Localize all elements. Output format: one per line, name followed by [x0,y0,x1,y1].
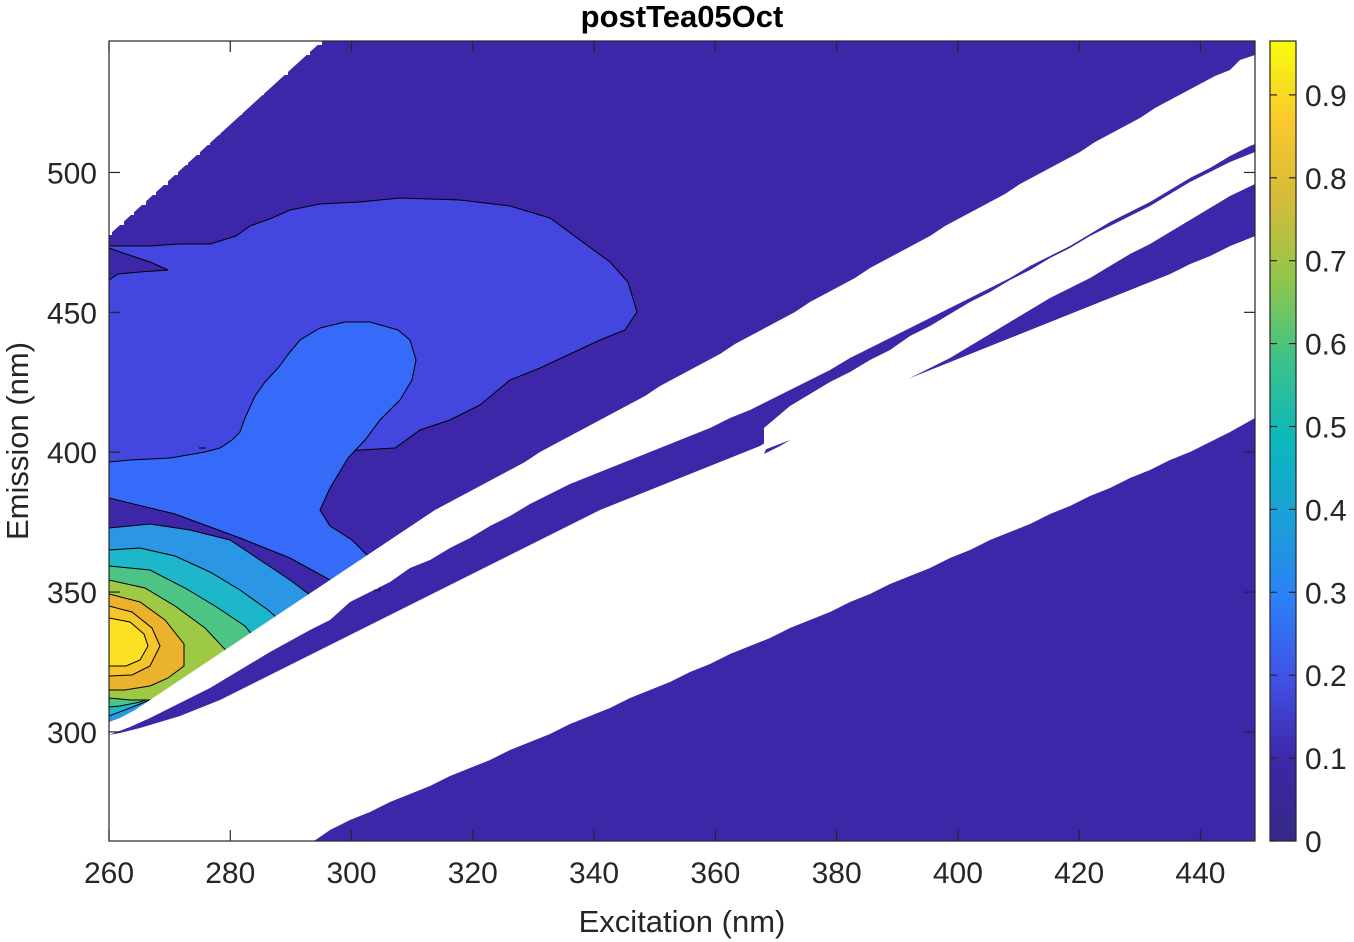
x-tick-label: 360 [690,857,740,890]
x-tick-label: 400 [933,857,983,890]
mask-upper-left [109,41,322,235]
x-tick-label: 320 [448,857,498,890]
x-tick-label: 340 [569,857,619,890]
colorbar-tick-label: 0.8 [1305,163,1347,196]
x-tick-label: 280 [205,857,255,890]
colorbar: 0 0.1 0.2 0.3 0.4 0.5 0.6 0.7 0.8 0.9 [1269,40,1347,859]
chart-title: postTea05Oct [581,0,784,34]
y-axis: 300 350 400 450 500 [47,157,1255,750]
colorbar-tick-label: 0.9 [1305,80,1347,113]
x-tick-label: 420 [1054,857,1104,890]
colorbar-tick-label: 0.1 [1305,743,1347,776]
contour-fill-level-2 [109,321,417,591]
colorbar-ticks: 0 0.1 0.2 0.3 0.4 0.5 0.6 0.7 0.8 0.9 [1270,80,1347,859]
contour-fill-level-8 [109,617,149,667]
x-tick-label: 440 [1175,857,1225,890]
colorbar-tick-label: 0.5 [1305,411,1347,444]
y-tick-label: 450 [47,297,97,330]
strip-between-bands [764,200,1255,454]
colorbar-gradient [1269,40,1297,842]
plot-frame [108,40,1256,842]
x-tick-label: 260 [84,857,134,890]
y-tick-label: 400 [47,437,97,470]
plot-area [109,41,1255,841]
mask-scatter-band-lower [109,236,1255,841]
mask-scatter-band-1 [109,42,1255,735]
x-tick-label: 300 [327,857,377,890]
y-tick-label: 300 [47,717,97,750]
colorbar-tick-label: 0.6 [1305,329,1347,362]
mask-scatter-band-2 [764,152,1255,450]
colorbar-tick-label: 0.7 [1305,246,1347,279]
y-axis-label: Emission (nm) [0,342,35,540]
x-tick-label: 380 [812,857,862,890]
colorbar-tick-label: 0 [1305,826,1322,859]
colorbar-tick-label: 0.2 [1305,660,1347,693]
x-axis-label: Excitation (nm) [579,904,786,939]
y-tick-label: 350 [47,577,97,610]
colorbar-tick-label: 0.4 [1305,494,1347,527]
y-tick-label: 500 [47,157,97,190]
x-axis: 260 280 300 320 340 360 380 400 420 440 [84,41,1225,890]
colorbar-tick-label: 0.3 [1305,577,1347,610]
